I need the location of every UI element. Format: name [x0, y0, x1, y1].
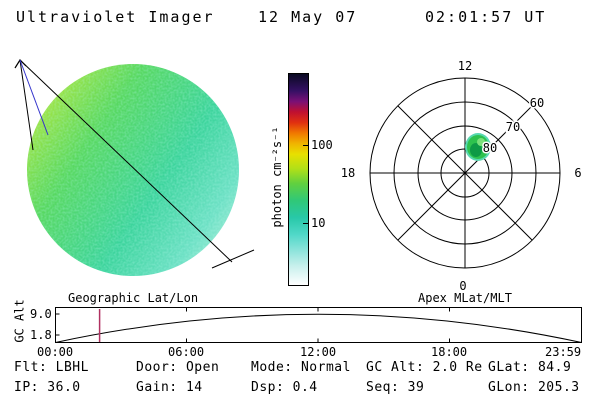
colorbar-tick-100 — [303, 145, 308, 146]
date-label: 12 May 07 — [258, 8, 358, 26]
limb-crossing-line — [211, 249, 255, 269]
status-ip: IP: 36.0 — [14, 380, 81, 395]
fov-line-short — [19, 59, 34, 151]
status-seq: Seq: 39 — [366, 380, 425, 395]
mlt-label-18: 18 — [341, 166, 355, 180]
colorbar-tick-label-100: 100 — [311, 138, 333, 152]
status-mode: Mode: Normal — [251, 360, 351, 375]
aurora-patch-bright-spot — [477, 138, 485, 146]
disk-caption: Geographic Lat/Lon — [68, 291, 199, 305]
status-glat: GLat: 84.9 — [488, 360, 572, 375]
timeline-frame — [55, 307, 582, 343]
status-dsp: Dsp: 0.4 — [251, 380, 318, 395]
mlat-label-60: 60 — [530, 96, 544, 110]
fov-line-long — [19, 59, 233, 263]
mlat-label-70: 70 — [506, 120, 520, 134]
xtick-2359: 23:59 — [545, 345, 582, 359]
mlt-label-0: 0 — [459, 279, 466, 293]
timeline-ytick-top: 9.0 — [30, 307, 52, 321]
timeline-ytick-bottom: 1.8 — [30, 328, 52, 342]
time-label: 02:01:57 UT — [425, 8, 547, 26]
colorbar-units-label: photon cm⁻²s⁻¹ — [270, 126, 284, 228]
app-title: Ultraviolet Imager — [16, 8, 215, 26]
colorbar-tick-10 — [303, 223, 308, 224]
timeline-ylabel: GC Alt — [12, 299, 27, 343]
sun-vector-line — [19, 59, 49, 136]
mlt-label-12: 12 — [458, 59, 472, 73]
status-glon: GLon: 205.3 — [488, 380, 580, 395]
mlat-label-80: 80 — [483, 141, 497, 155]
aurora-patch-core — [470, 143, 482, 157]
polar-plot: 12 18 6 0 60 70 80 — [341, 59, 582, 293]
mlt-label-6: 6 — [574, 166, 581, 180]
status-gain: Gain: 14 — [136, 380, 203, 395]
colorbar — [288, 73, 309, 286]
xtick-0600: 06:00 — [168, 345, 205, 359]
gc-alt-timeline-plot — [55, 307, 582, 343]
disk-speckle-texture — [27, 64, 239, 276]
xtick-0000: 00:00 — [37, 345, 74, 359]
status-gc-alt: GC Alt: 2.0 Re — [366, 360, 483, 375]
uv-disk-image — [14, 59, 255, 276]
gc-alt-curve — [55, 313, 582, 343]
xtick-1800: 18:00 — [431, 345, 468, 359]
polar-caption: Apex MLat/MLT — [418, 291, 512, 305]
colorbar-tick-label-10: 10 — [311, 216, 326, 230]
status-flt: Flt: LBHL — [14, 360, 89, 375]
polar-spoke-diag2 — [397, 105, 533, 241]
xtick-1200: 12:00 — [300, 345, 337, 359]
status-door: Door: Open — [136, 360, 220, 375]
